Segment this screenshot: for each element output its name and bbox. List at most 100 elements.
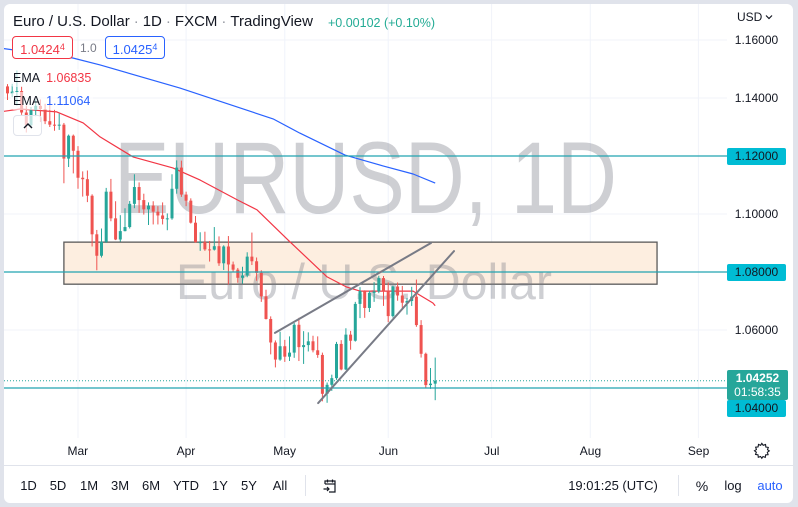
candle (311, 335, 315, 353)
candle-body (184, 194, 188, 201)
candle (349, 330, 353, 350)
price-axis-label: 1.04000 (727, 399, 786, 417)
candle-body (104, 191, 108, 242)
candle (6, 84, 9, 101)
range-6m-button[interactable]: 6M (141, 478, 161, 493)
symbol-title[interactable]: Euro / U.S. Dollar · 1D · FXCM · TradingView (13, 12, 313, 32)
candle-body (344, 334, 348, 370)
candle (269, 316, 273, 355)
source-label: TradingView (230, 13, 313, 30)
candle-body (391, 286, 395, 317)
candle-body (283, 346, 287, 357)
buy-price-fraction: 4 (152, 42, 158, 52)
candle-body (95, 234, 99, 256)
candle (358, 287, 362, 319)
candle (67, 134, 71, 168)
candle (245, 252, 249, 278)
candle (236, 267, 240, 283)
candle (391, 285, 395, 318)
percent-scale-toggle[interactable]: % (695, 478, 709, 494)
range-1y-button[interactable]: 1Y (212, 478, 228, 493)
candle (320, 352, 324, 402)
candle-body (273, 342, 277, 360)
range-5y-button[interactable]: 5Y (241, 478, 257, 493)
candle (179, 160, 183, 197)
candle (429, 367, 432, 389)
candle (400, 285, 404, 308)
price-axis-label: 1.14000 (734, 90, 779, 105)
candle-body (15, 91, 19, 93)
candle-body (405, 301, 409, 303)
indicator-legend-ema-fast[interactable]: EMA 1.06835 (11, 69, 95, 87)
indicator-legend-ema-slow[interactable]: EMA 1.11064 (11, 92, 94, 110)
range-all-button[interactable]: All (272, 478, 288, 493)
candle-body (71, 135, 75, 151)
clock-timezone-button[interactable]: 19:01:25 (UTC) (568, 478, 658, 493)
buy-price-button[interactable]: 1.04254 (105, 36, 165, 59)
title-separator: · (133, 13, 139, 30)
axis-settings-button[interactable] (753, 442, 771, 460)
candle (109, 178, 113, 222)
candle-body (269, 318, 273, 343)
candle-body (259, 272, 263, 297)
candle (137, 182, 141, 213)
candle (161, 202, 165, 225)
candle-body (57, 124, 61, 126)
range-1m-button[interactable]: 1M (79, 478, 99, 493)
candle-body (367, 292, 371, 308)
candlestick-series[interactable] (6, 70, 437, 403)
candle-body (203, 242, 207, 250)
currency-selector[interactable]: USD (737, 9, 773, 25)
auto-scale-toggle[interactable]: auto (757, 478, 783, 493)
candle-body (179, 167, 183, 195)
candle (212, 227, 216, 251)
candle (424, 352, 428, 389)
buy-price-main: 1.0425 (112, 42, 153, 57)
range-ytd-button[interactable]: YTD (173, 478, 199, 493)
candle-body (236, 269, 240, 278)
candle-body (85, 179, 89, 196)
range-5d-button[interactable]: 5D (49, 478, 67, 493)
time-axis-label: May (273, 444, 296, 458)
candle-body (175, 167, 179, 189)
candle-body (335, 343, 338, 379)
candle (306, 332, 310, 352)
candle (81, 171, 85, 197)
candle (433, 357, 437, 401)
candle (165, 213, 169, 231)
candle-body (400, 295, 404, 303)
sell-price-button[interactable]: 1.04244 (12, 36, 73, 59)
go-to-date-button[interactable] (321, 477, 339, 495)
candle (123, 208, 127, 232)
candle (147, 202, 150, 226)
candle-body (48, 121, 52, 125)
candle-body (245, 256, 249, 276)
candle (71, 134, 75, 174)
range-1d-button[interactable]: 1D (20, 478, 37, 493)
trendlines[interactable] (273, 242, 455, 405)
log-scale-toggle[interactable]: log (724, 478, 742, 493)
candle (184, 191, 188, 207)
candle-body (194, 222, 197, 243)
candle (128, 200, 132, 229)
candle (151, 201, 155, 225)
candle (386, 282, 390, 323)
candle (203, 231, 207, 251)
horizontal-levels[interactable] (4, 155, 727, 389)
candle (264, 289, 268, 320)
candle (255, 257, 259, 281)
symbol-description: Euro / U.S. Dollar (13, 13, 130, 30)
last-price-label: 1.04252 01:58:35 (727, 369, 788, 400)
candle-body (302, 345, 306, 348)
candle-body (161, 215, 165, 219)
range-3m-button[interactable]: 3M (110, 478, 130, 493)
price-axis-label: 1.08000 (727, 263, 786, 281)
candle-body (386, 291, 390, 317)
support-resistance-zone[interactable] (63, 241, 658, 285)
collapse-legend-button[interactable] (13, 115, 42, 136)
candle (241, 266, 244, 284)
candle-body (396, 286, 400, 296)
currency-label: USD (737, 10, 763, 24)
candle-body (306, 341, 310, 346)
